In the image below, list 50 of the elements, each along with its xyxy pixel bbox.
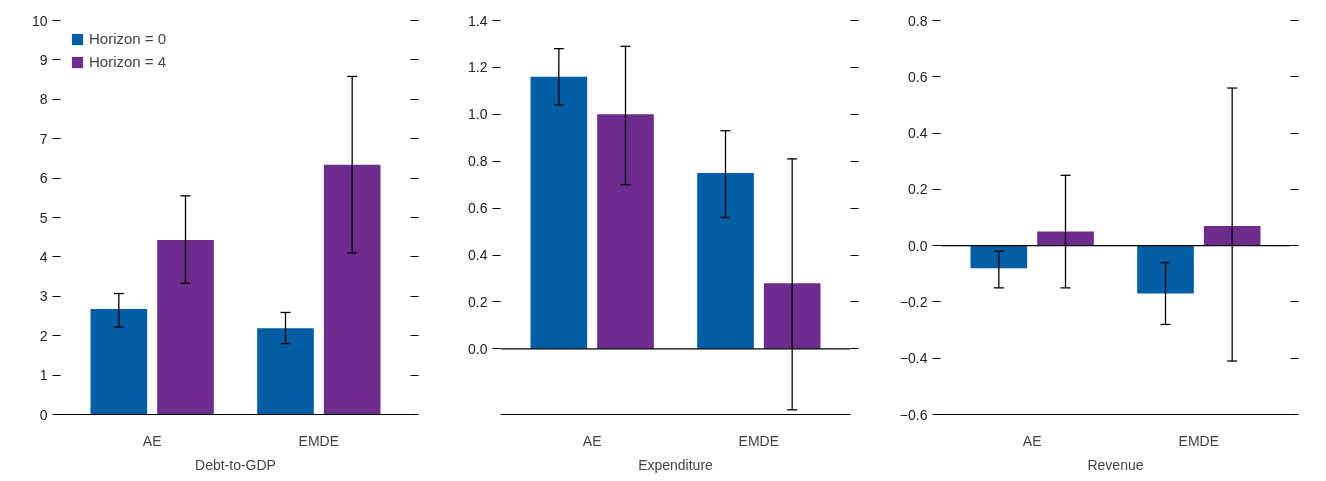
x-tick-label: AE <box>582 432 602 449</box>
y-tick-label: 1.4 <box>468 12 488 29</box>
x-tick-label: EMDE <box>1178 432 1220 449</box>
bar <box>1037 231 1094 246</box>
y-tick-label: 6 <box>39 170 48 187</box>
y-tick-label: −0.4 <box>899 350 928 367</box>
x-tick-label: EMDE <box>738 432 780 449</box>
legend-label: Horizon = 4 <box>89 53 167 70</box>
x-axis-title: Expenditure <box>638 456 714 473</box>
x-axis-title: Revenue <box>1087 456 1144 473</box>
y-tick-label: 0.8 <box>468 153 488 170</box>
x-tick-label: AE <box>142 432 162 449</box>
x-tick-label: EMDE <box>298 432 340 449</box>
y-tick-label: 0.0 <box>908 237 928 254</box>
y-tick-label: 7 <box>39 130 48 147</box>
bar <box>697 172 754 349</box>
y-tick-label: 10 <box>31 12 48 29</box>
y-tick-label: 2 <box>39 327 48 344</box>
legend-label: Horizon = 0 <box>89 30 167 47</box>
bar <box>90 308 148 415</box>
x-tick-label: AE <box>1022 432 1042 449</box>
bar <box>763 283 821 349</box>
y-tick-label: 3 <box>39 288 48 305</box>
y-tick-label: 1.2 <box>468 59 488 76</box>
bar <box>530 76 588 349</box>
bar <box>597 114 654 349</box>
bar <box>157 239 214 415</box>
y-tick-label: 0.2 <box>468 293 488 310</box>
x-axis-title: Debt-to-GDP <box>195 456 276 473</box>
y-tick-label: 4 <box>39 248 48 265</box>
y-tick-label: −0.6 <box>899 406 928 423</box>
bar <box>1137 245 1194 294</box>
y-tick-label: 0.4 <box>908 125 928 142</box>
bar <box>1203 225 1261 246</box>
y-tick-label: 0.6 <box>468 200 488 217</box>
y-tick-label: 0.2 <box>908 181 928 198</box>
bar <box>257 328 314 415</box>
y-tick-label: 5 <box>39 209 48 226</box>
y-tick-label: 0.0 <box>468 340 488 357</box>
y-tick-label: 0 <box>39 406 48 423</box>
y-tick-label: 1.0 <box>468 106 488 123</box>
y-tick-label: 0.8 <box>908 12 928 29</box>
y-tick-label: 8 <box>39 91 48 108</box>
y-tick-label: 0.4 <box>468 247 488 264</box>
bar <box>323 164 381 415</box>
bar <box>970 245 1028 269</box>
y-tick-label: 0.6 <box>908 68 928 85</box>
y-tick-label: 9 <box>39 51 48 68</box>
y-tick-label: −0.2 <box>899 293 928 310</box>
y-tick-label: 1 <box>39 367 48 384</box>
